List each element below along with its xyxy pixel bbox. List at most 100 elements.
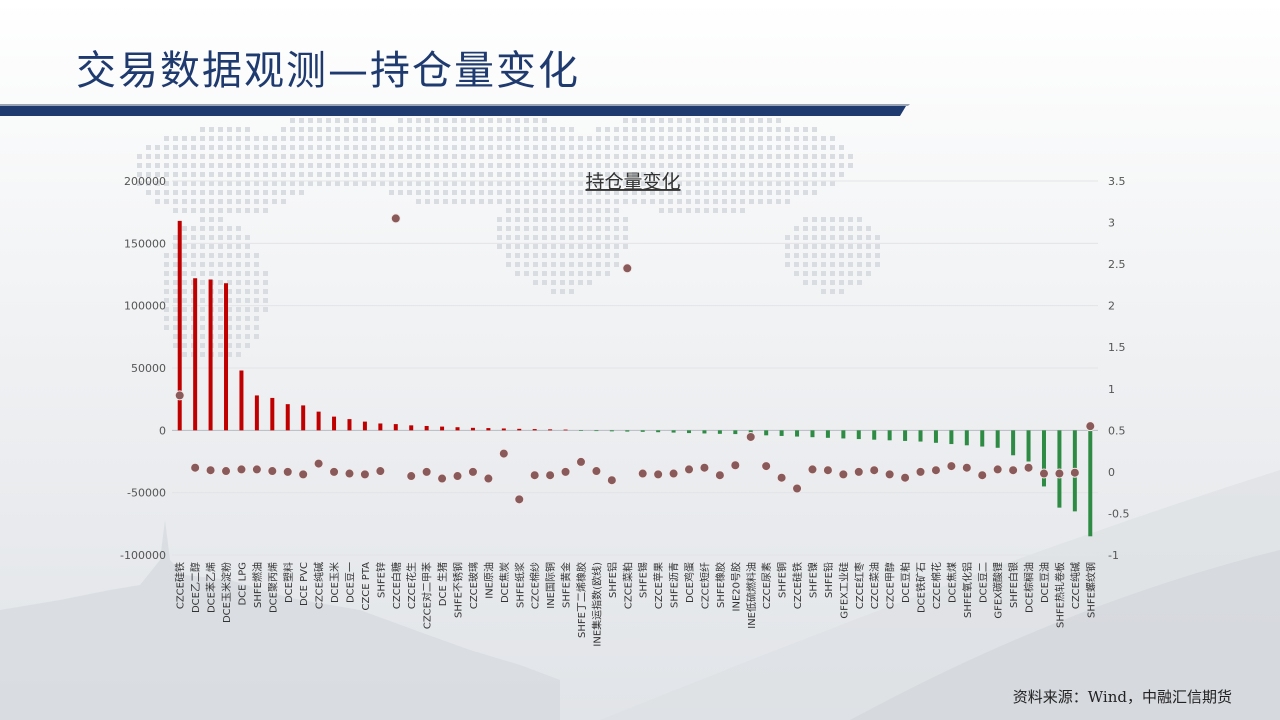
bar [224, 283, 229, 431]
y2-tick-label: 1 [1108, 383, 1115, 396]
bar [409, 425, 414, 431]
x-tick-label: SHFE氧化铝 [961, 562, 974, 618]
x-tick-label: CZCE硅铁 [174, 562, 187, 609]
x-tick-label: CZCE PTA [361, 562, 372, 611]
x-tick-label: SHFE铅 [822, 562, 835, 598]
x-tick-label: DCE铁矿石 [915, 562, 928, 613]
y2-tick-label: 0.5 [1108, 424, 1126, 437]
data-point [390, 213, 401, 224]
x-tick-label: DCE豆一 [344, 562, 356, 603]
bar [717, 430, 722, 434]
data-point [437, 473, 448, 484]
data-point [205, 465, 216, 476]
bar [810, 430, 815, 438]
data-point [575, 456, 586, 467]
data-point [329, 466, 340, 477]
bar [687, 430, 692, 434]
data-point [1008, 465, 1019, 476]
data-point [267, 466, 278, 477]
y-tick-label: -100000 [120, 549, 166, 562]
data-point [190, 462, 201, 473]
data-point [498, 448, 509, 459]
data-point [946, 461, 957, 472]
x-tick-label: CZCE苹果 [652, 562, 665, 609]
x-tick-label: CZCE尿素 [760, 562, 773, 609]
y-tick-label: 100000 [124, 300, 166, 313]
x-tick-label: DCE焦煤 [945, 562, 958, 603]
y-tick-label: 50000 [131, 362, 166, 375]
data-point [822, 465, 833, 476]
data-point [1054, 468, 1065, 479]
bar [856, 430, 861, 440]
bar [177, 220, 182, 431]
data-point [529, 470, 540, 481]
bar [208, 279, 213, 431]
bar [1041, 430, 1046, 487]
y2-tick-label: 0 [1108, 466, 1115, 479]
data-point [637, 468, 648, 479]
x-tick-label: CZCE棉花 [930, 562, 943, 609]
bar [193, 278, 198, 431]
bar [563, 429, 568, 431]
data-point [1085, 421, 1096, 432]
bar [949, 430, 954, 445]
data-point [452, 471, 463, 482]
bar [316, 411, 321, 431]
data-point [853, 466, 864, 477]
data-point [900, 472, 911, 483]
bar [640, 430, 645, 432]
x-tick-label: INE20号胶 [729, 562, 742, 611]
page-title: 交易数据观测—持仓量变化 [76, 48, 580, 94]
bar [393, 424, 398, 431]
data-point [591, 466, 602, 477]
data-point [1038, 468, 1049, 479]
x-tick-label: GFEX碳酸锂 [992, 562, 1005, 619]
x-tick-label: DCE LPG [237, 562, 248, 606]
y-tick-label: 200000 [124, 175, 166, 188]
data-point [1069, 467, 1080, 478]
data-point [776, 472, 787, 483]
x-tick-label: SHFE铜 [777, 562, 789, 598]
bar [424, 425, 429, 431]
bar [301, 405, 306, 431]
data-point [282, 466, 293, 477]
data-point [961, 462, 972, 473]
data-point [977, 470, 988, 481]
data-point [251, 464, 262, 475]
y2-tick-label: 1.5 [1108, 341, 1126, 354]
x-tick-label: SHFE螺纹钢 [1084, 562, 1097, 618]
data-point [221, 466, 232, 477]
x-tick-label: DCE焦炭 [498, 562, 511, 603]
bar [933, 430, 938, 443]
bar [964, 430, 969, 446]
x-tick-label: INE低硫燃料油 [745, 562, 758, 629]
data-point [992, 464, 1003, 475]
bar [332, 416, 337, 431]
y2-tick-label: 2.5 [1108, 258, 1126, 271]
data-point [869, 465, 880, 476]
data-point [375, 466, 386, 477]
bar [486, 428, 491, 431]
data-point [730, 460, 741, 471]
x-tick-label: SHFE白银 [1007, 562, 1020, 608]
y-tick-label: 150000 [124, 237, 166, 250]
bar [1011, 430, 1016, 456]
bar [285, 404, 290, 431]
data-point [714, 470, 725, 481]
x-tick-label: DCE玉米淀粉 [220, 562, 233, 623]
y2-tick-label: 2 [1108, 300, 1115, 313]
x-tick-label: DCE乙二醇 [189, 562, 202, 613]
x-tick-label: DCE玉米 [328, 562, 341, 603]
data-point [467, 466, 478, 477]
x-tick-label: SHFE丁二烯橡胶 [575, 562, 588, 638]
data-point [699, 462, 710, 473]
bar [594, 430, 599, 432]
data-point [622, 263, 633, 274]
x-tick-label: SHFE橡胶 [714, 562, 727, 608]
bar [887, 430, 892, 441]
data-point [545, 470, 556, 481]
bar [841, 430, 846, 439]
bar [254, 395, 259, 431]
